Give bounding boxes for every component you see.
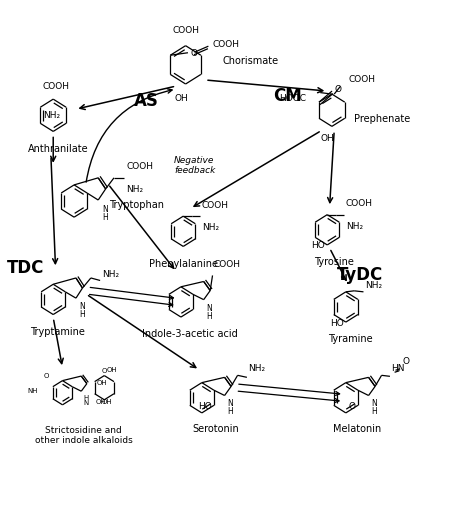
Text: OH: OH [97, 379, 108, 385]
Text: Chorismate: Chorismate [223, 55, 279, 66]
Text: HO: HO [198, 401, 211, 410]
Text: N
H: N H [102, 205, 108, 222]
Text: TDC: TDC [7, 258, 44, 276]
Text: Phenylalanine: Phenylalanine [149, 258, 218, 268]
Text: O: O [348, 401, 356, 410]
Text: Tyrosine: Tyrosine [314, 257, 354, 267]
Text: Melatonin: Melatonin [333, 423, 382, 433]
Text: OH: OH [107, 366, 117, 372]
Text: NH₂: NH₂ [365, 281, 383, 290]
Text: HO: HO [311, 241, 325, 250]
Text: HN: HN [391, 363, 404, 373]
Text: NH₂: NH₂ [43, 110, 60, 120]
Text: N
H: N H [207, 303, 212, 320]
Text: Strictosidine and
other indole alkaloids: Strictosidine and other indole alkaloids [35, 425, 132, 444]
Text: NH: NH [27, 387, 37, 393]
Text: Indole-3-acetic acid: Indole-3-acetic acid [142, 328, 238, 338]
Text: COOH: COOH [202, 200, 229, 209]
Text: AS: AS [134, 92, 158, 110]
Text: NH₂: NH₂ [346, 221, 363, 230]
Text: CM: CM [273, 87, 302, 105]
Text: HO: HO [330, 318, 344, 327]
Text: COOH: COOH [172, 25, 199, 35]
Text: Tyramine: Tyramine [328, 333, 373, 344]
Text: TyDC: TyDC [337, 266, 383, 284]
Text: N
H: N H [371, 398, 377, 415]
Text: OH: OH [320, 134, 334, 143]
Text: NH₂: NH₂ [248, 363, 265, 373]
Text: NH₂: NH₂ [202, 223, 219, 232]
Text: Anthranilate: Anthranilate [27, 143, 88, 153]
Text: H
N: H N [83, 394, 88, 406]
Text: O: O [44, 373, 49, 378]
Text: COOH: COOH [42, 82, 69, 91]
Text: Negative
feedback: Negative feedback [174, 155, 215, 175]
Text: O: O [402, 356, 409, 365]
Text: O: O [101, 367, 107, 373]
Text: HOOC: HOOC [279, 94, 306, 103]
Text: OH: OH [96, 398, 106, 404]
Text: Serotonin: Serotonin [192, 423, 239, 433]
Text: COOH: COOH [348, 75, 375, 84]
Text: COOH: COOH [213, 260, 240, 268]
Text: COOH: COOH [346, 199, 373, 208]
Text: N
H: N H [227, 398, 233, 415]
Text: O: O [335, 84, 342, 93]
Text: NH₂: NH₂ [102, 269, 119, 278]
Text: NH₂: NH₂ [127, 185, 144, 193]
Text: Tryptamine: Tryptamine [30, 326, 85, 336]
Text: O: O [191, 49, 198, 58]
Text: OH: OH [102, 398, 112, 404]
Text: N
H: N H [79, 301, 84, 319]
Text: OH: OH [174, 94, 188, 103]
Text: Tryptophan: Tryptophan [109, 199, 164, 209]
Text: Prephenate: Prephenate [354, 114, 410, 124]
Text: COOH: COOH [212, 40, 239, 48]
Text: COOH: COOH [127, 161, 154, 171]
